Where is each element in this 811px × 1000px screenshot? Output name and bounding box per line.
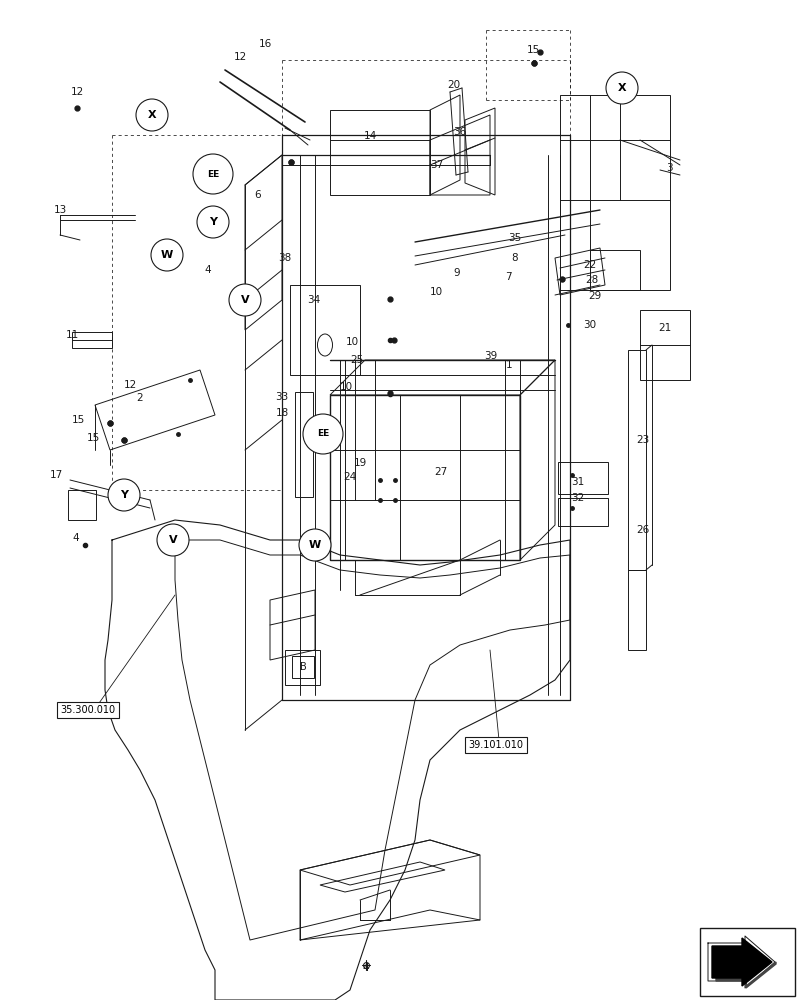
Text: 11: 11	[66, 330, 79, 340]
Text: 12: 12	[71, 87, 84, 97]
Text: 15: 15	[86, 433, 100, 443]
Bar	[329, 395, 519, 560]
Bar	[72, 332, 112, 348]
Text: Y: Y	[208, 217, 217, 227]
Text: 5: 5	[333, 435, 340, 445]
Text: 20: 20	[447, 80, 460, 90]
Text: 16: 16	[258, 39, 272, 49]
Text: 32: 32	[571, 493, 584, 503]
Text: 39: 39	[484, 351, 497, 361]
Text: V: V	[240, 295, 249, 305]
Text: 15: 15	[526, 45, 539, 55]
Bar	[68, 490, 96, 520]
Bar	[627, 350, 646, 570]
Bar	[557, 462, 607, 494]
Text: 10: 10	[339, 382, 352, 392]
Text: 37: 37	[430, 160, 443, 170]
Text: 23: 23	[636, 435, 649, 445]
Text: X: X	[617, 83, 625, 93]
Text: 27: 27	[434, 467, 447, 477]
Text: 34: 34	[307, 295, 320, 305]
Polygon shape	[707, 936, 774, 988]
Circle shape	[605, 72, 637, 104]
Bar	[285, 650, 320, 685]
Text: 21: 21	[658, 323, 671, 333]
Circle shape	[229, 284, 260, 316]
Polygon shape	[711, 938, 771, 986]
Text: 18: 18	[275, 408, 288, 418]
Text: 15: 15	[71, 415, 84, 425]
Polygon shape	[715, 962, 775, 988]
Circle shape	[303, 414, 342, 454]
Text: 8: 8	[511, 253, 517, 263]
Text: 3: 3	[665, 163, 672, 173]
Text: 35: 35	[508, 233, 521, 243]
Text: 24: 24	[343, 472, 356, 482]
Text: 17: 17	[49, 470, 62, 480]
Text: 4: 4	[363, 963, 369, 973]
Circle shape	[197, 206, 229, 238]
Text: V: V	[169, 535, 177, 545]
Text: 4: 4	[73, 533, 79, 543]
Circle shape	[151, 239, 182, 271]
Text: 4: 4	[204, 265, 211, 275]
Bar	[294, 392, 312, 497]
Text: 35.300.010: 35.300.010	[60, 705, 115, 715]
Text: 26: 26	[636, 525, 649, 535]
Bar	[292, 656, 314, 678]
Text: B: B	[299, 662, 306, 672]
Text: 10: 10	[429, 287, 442, 297]
Text: 36: 36	[453, 127, 466, 137]
Text: 10: 10	[345, 337, 358, 347]
Text: 25: 25	[350, 355, 363, 365]
Text: 2: 2	[136, 393, 143, 403]
Text: 33: 33	[275, 392, 288, 402]
Text: 39.101.010: 39.101.010	[468, 740, 523, 750]
Text: 30: 30	[583, 320, 596, 330]
Text: 19: 19	[353, 458, 367, 468]
Text: 31: 31	[571, 477, 584, 487]
Text: 1: 1	[505, 360, 512, 370]
Text: 38: 38	[278, 253, 291, 263]
Text: 13: 13	[54, 205, 67, 215]
Circle shape	[135, 99, 168, 131]
Text: 12: 12	[233, 52, 247, 62]
Text: EE: EE	[207, 170, 219, 179]
Text: 7: 7	[504, 272, 511, 282]
Circle shape	[108, 479, 139, 511]
Circle shape	[193, 154, 233, 194]
Text: 28: 28	[585, 275, 598, 285]
Text: X: X	[148, 110, 157, 120]
Text: EE: EE	[316, 430, 328, 438]
Bar	[627, 570, 646, 650]
Circle shape	[157, 524, 189, 556]
Text: 12: 12	[123, 380, 136, 390]
Text: 29: 29	[588, 291, 601, 301]
Text: W: W	[161, 250, 173, 260]
Text: 9: 9	[453, 268, 460, 278]
Bar	[699, 928, 794, 996]
Text: 22: 22	[582, 260, 596, 270]
Circle shape	[298, 529, 331, 561]
Bar	[557, 498, 607, 526]
Text: 14: 14	[363, 131, 376, 141]
Bar	[290, 285, 359, 375]
Text: W: W	[308, 540, 320, 550]
Text: Y: Y	[120, 490, 128, 500]
Text: 6: 6	[255, 190, 261, 200]
